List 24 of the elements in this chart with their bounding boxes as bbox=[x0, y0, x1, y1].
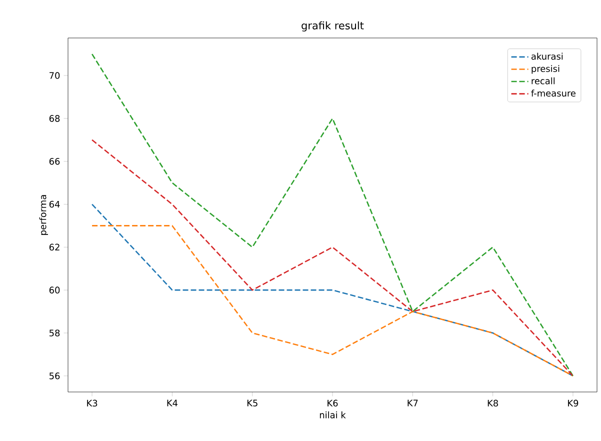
line-series bbox=[91, 53, 574, 377]
x-axis-title: nilai k bbox=[320, 411, 346, 418]
y-tick-label: 56 bbox=[50, 372, 60, 380]
x-tick-label: K5 bbox=[247, 400, 258, 406]
x-tick-label: K3 bbox=[87, 400, 98, 407]
y-tick-label: 60 bbox=[49, 286, 60, 294]
legend-label: f-measure bbox=[531, 90, 576, 97]
x-tick-label: K6 bbox=[328, 400, 338, 407]
x-tick-label: K4 bbox=[167, 400, 178, 406]
y-tick-label: 68 bbox=[49, 115, 60, 122]
y-tick-label: 62 bbox=[49, 244, 60, 251]
y-tick-label: 64 bbox=[49, 200, 60, 208]
legend-label: presisi bbox=[532, 65, 560, 74]
y-tick-label: 66 bbox=[49, 158, 60, 165]
y-tick-label: 70 bbox=[50, 72, 60, 79]
line-series bbox=[91, 139, 574, 377]
x-tick-label: K9 bbox=[568, 400, 578, 407]
legend-label: akurasi bbox=[531, 52, 563, 60]
legend-label: recall bbox=[532, 77, 555, 84]
chart-title: grafik result bbox=[302, 21, 364, 32]
x-tick-label: K7 bbox=[408, 400, 418, 406]
x-tick-label: K8 bbox=[488, 400, 498, 407]
y-axis-title: performa bbox=[39, 195, 48, 235]
y-tick-label: 58 bbox=[50, 330, 60, 336]
